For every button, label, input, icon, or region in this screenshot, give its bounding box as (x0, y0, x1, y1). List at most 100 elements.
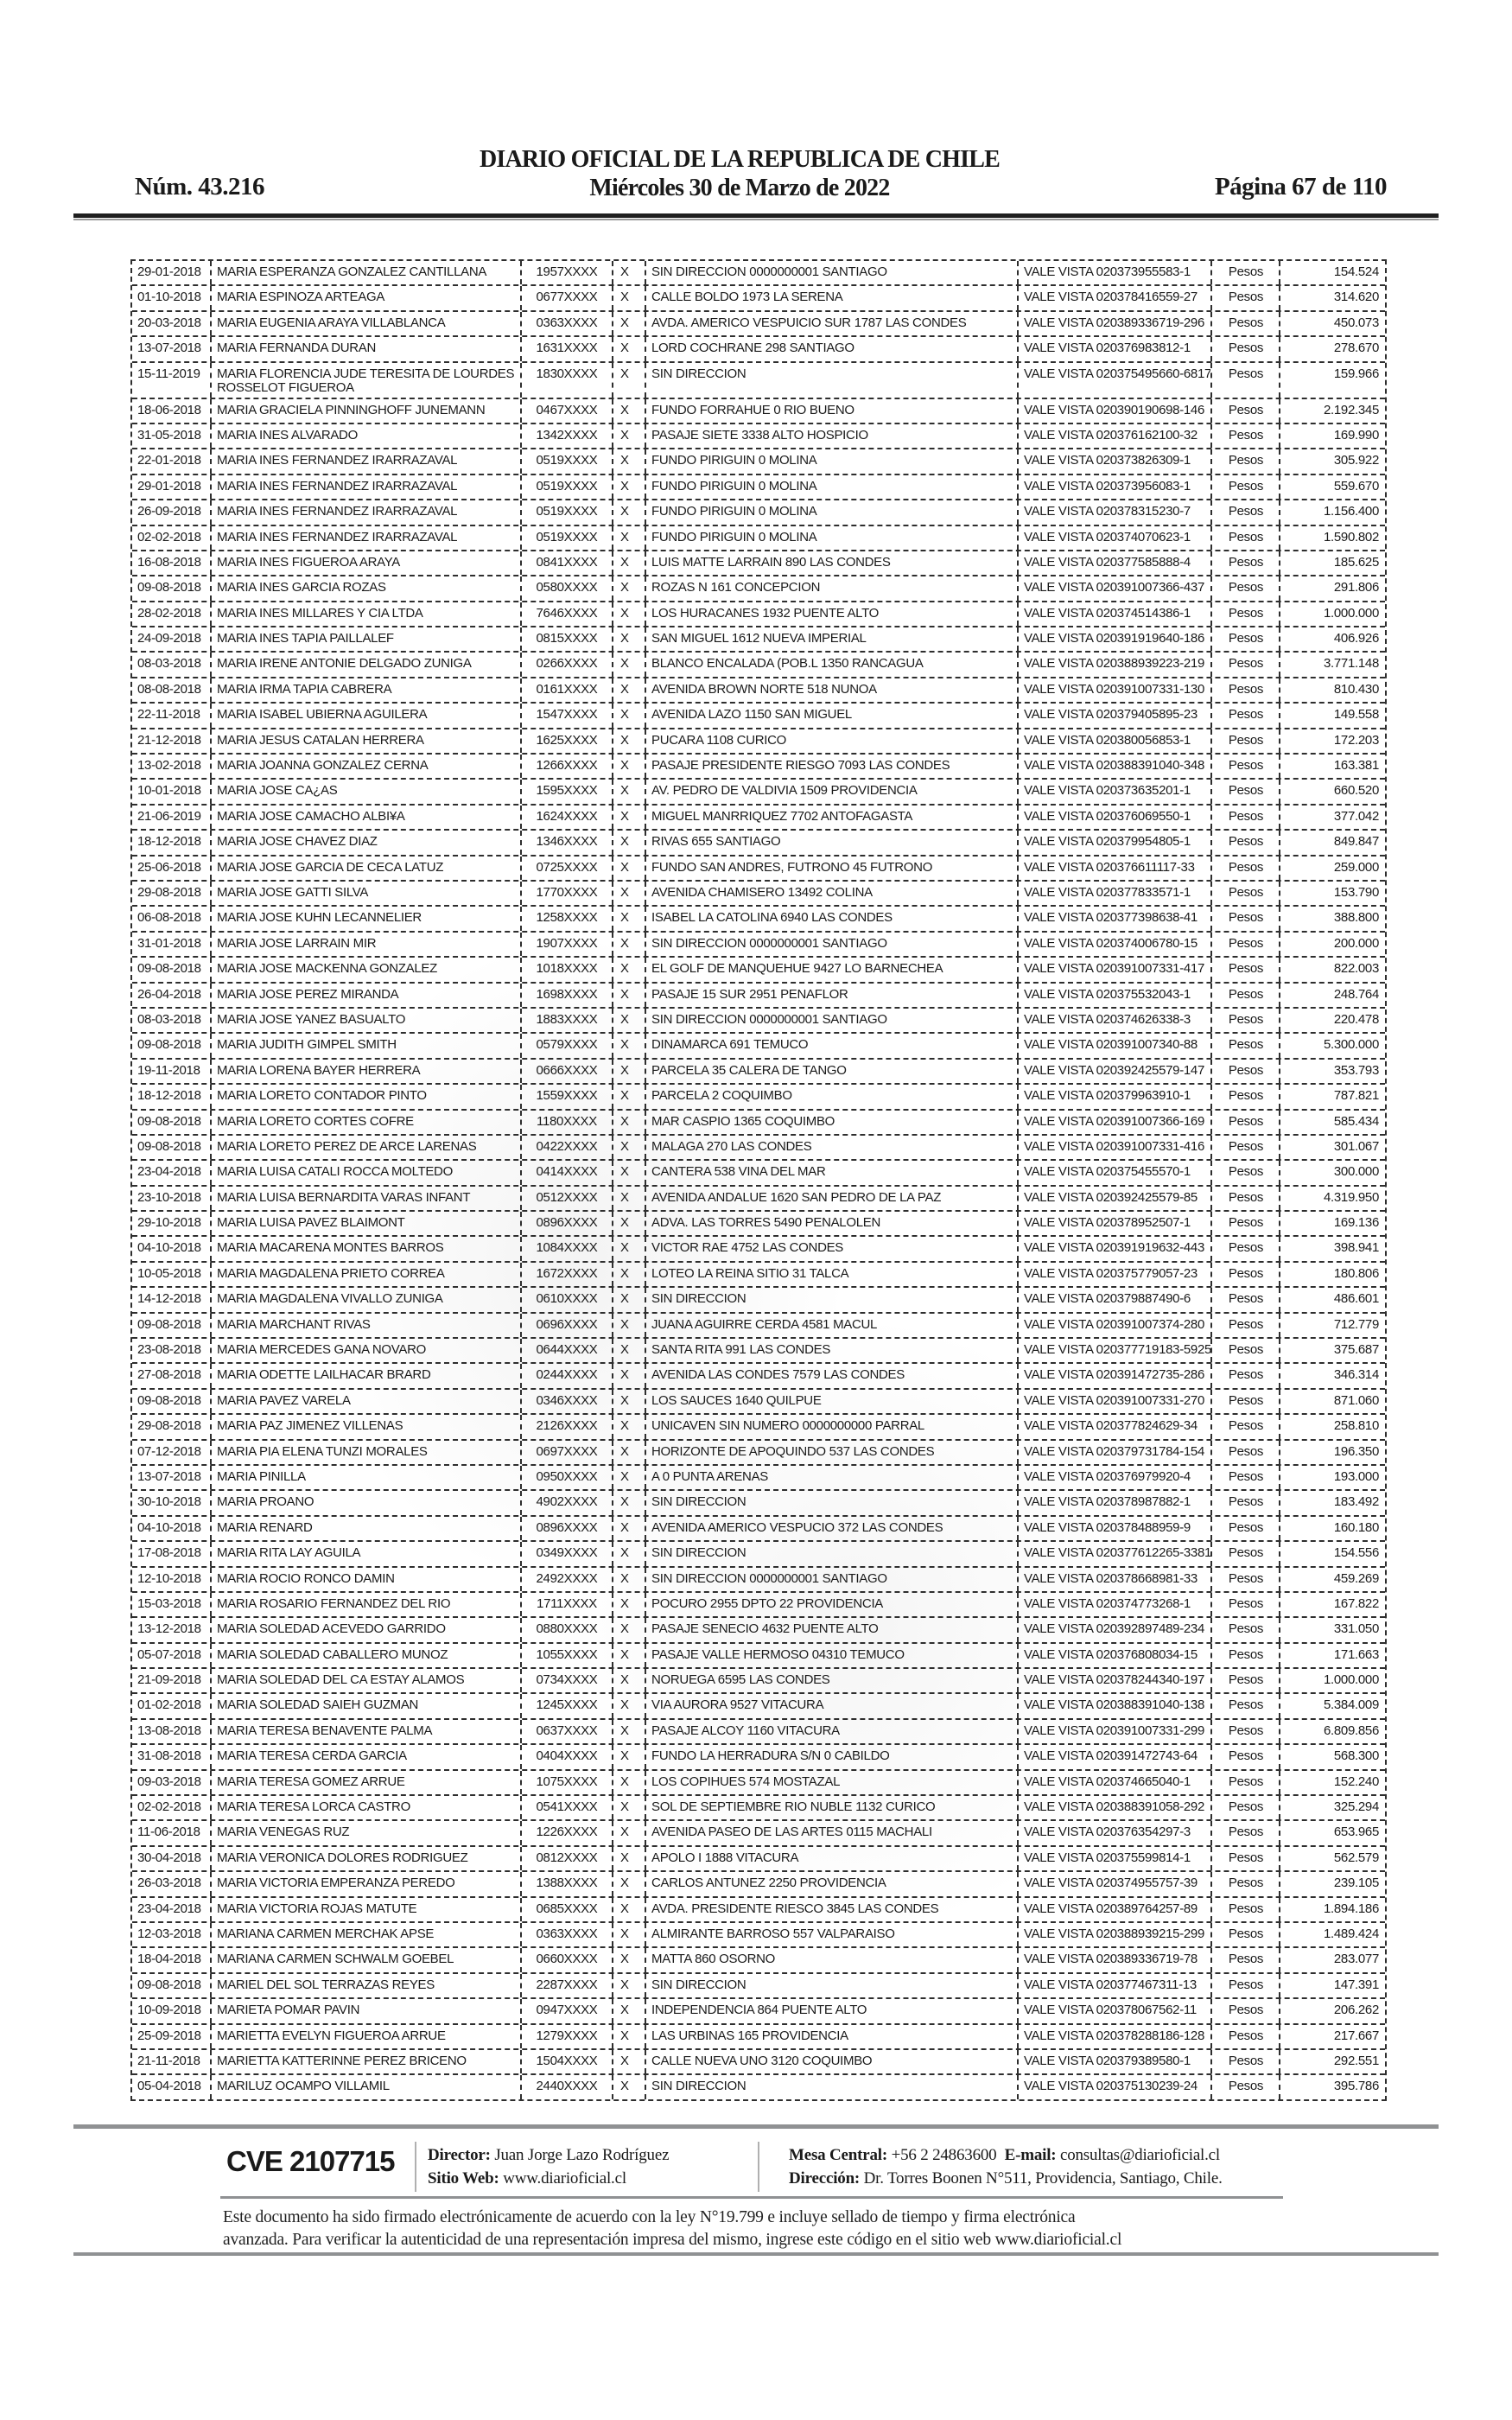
cell-name: MARIA VERONICA DOLORES RODRIGUEZ (212, 1846, 522, 1871)
cell-amount: 450.073 (1333, 315, 1379, 330)
email-value: consultas@diarioficial.cl (1059, 2146, 1220, 2164)
cell-address: POCURO 2955 DPTO 22 PROVIDENCIA (646, 1592, 1019, 1617)
director-block: Director: Juan Jorge Lazo Rodríguez Siti… (428, 2143, 670, 2190)
cell-check-mark: X (613, 653, 646, 677)
cell-name: MARIETTA KATTERINNE PEREZ BRICENO (212, 2049, 522, 2074)
cell-vale-vista: VALE VISTA 020377398638-41 (1019, 907, 1212, 931)
cell-vale-vista: VALE VISTA 020391007366-169 (1019, 1110, 1212, 1134)
cell-currency: Pesos (1212, 1339, 1280, 1363)
flag-blue-segment (225, 2256, 314, 2266)
table-row: 09-08-2018 MARIA MARCHANT RIVAS 0696XXXX X J… (132, 1313, 1385, 1340)
cell-name: MARIA JOSE LARRAIN MIR (212, 932, 522, 957)
table-row: 31-01-2018 MARIA JOSE LARRAIN MIR 1907XXXX… (132, 932, 1385, 958)
cell-date: 18-12-2018 (132, 1085, 212, 1109)
table-row: 23-04-2018 MARIA LUISA CATALI ROCCA MOLTE… (132, 1161, 1385, 1187)
cell-check-mark: X (613, 1364, 646, 1388)
cell-date: 18-06-2018 (132, 398, 212, 423)
cell-check-mark: X (613, 551, 646, 576)
cell-amount: 712.779 (1333, 1316, 1379, 1332)
cell-check-mark: X (613, 602, 646, 627)
cell-currency: Pesos (1212, 1516, 1280, 1541)
cell-currency: Pesos (1212, 398, 1280, 423)
cell-currency: Pesos (1212, 1821, 1280, 1845)
cell-amount: 562.579 (1333, 1850, 1379, 1865)
cell-address: SIN DIRECCION (646, 1973, 1019, 1998)
cell-name: MARIA FLORENCIA JUDE TERESITA DE LOURDES… (212, 362, 522, 398)
cell-amount: 559.670 (1333, 478, 1379, 494)
cell-check-mark: X (613, 337, 646, 361)
cell-check-mark: X (613, 1745, 646, 1769)
table-row: 06-08-2018 MARIA JOSE KUHN LECANNELIER 125… (132, 907, 1385, 933)
cell-name: MARIA JOSE MACKENNA GONZALEZ (212, 958, 522, 982)
cell-amount: 3.771.148 (1323, 656, 1379, 672)
cell-amount: 183.492 (1333, 1494, 1379, 1510)
cell-name: MARIA LORENA BAYER HERRERA (212, 1059, 522, 1084)
cell-amount: 159.966 (1333, 366, 1379, 381)
table-row: 04-10-2018 MARIA RENARD 0896XXXX X AVENIDA A… (132, 1516, 1385, 1543)
cell-amount: 149.558 (1333, 707, 1379, 723)
table-row: 20-03-2018 MARIA EUGENIA ARAYA VILLABLANC… (132, 311, 1385, 338)
cell-name: MARIA MACARENA MONTES BARROS (212, 1237, 522, 1261)
cell-check-mark: X (613, 729, 646, 754)
cell-id: 4902XXXX (522, 1491, 613, 1515)
cell-date: 13-07-2018 (132, 1465, 212, 1490)
cell-check-mark: X (613, 1669, 646, 1693)
cell-vale-vista: VALE VISTA 020389764257-89 (1019, 1897, 1212, 1921)
cell-name: MARIA JOANNA GONZALEZ CERNA (212, 755, 522, 779)
cell-address: PUCARA 1108 CURICO (646, 729, 1019, 754)
cell-name: MARIA LORETO PEREZ DE ARCE LARENAS (212, 1135, 522, 1160)
cell-check-mark: X (613, 958, 646, 982)
cell-date: 29-10-2018 (132, 1212, 212, 1236)
cell-currency: Pesos (1212, 1212, 1280, 1236)
flag-red-segment (314, 2256, 404, 2266)
cell-id: 1075XXXX (522, 1770, 613, 1795)
cell-amount: 147.391 (1333, 1977, 1379, 1992)
cell-id: 1672XXXX (522, 1262, 613, 1287)
cell-name: MARIA MAGDALENA VIVALLO ZUNIGA (212, 1288, 522, 1312)
cell-amount: 5.300.000 (1323, 1037, 1379, 1053)
cell-name: MARIA PINILLA (212, 1465, 522, 1490)
cell-vale-vista: VALE VISTA 020379954805-1 (1019, 831, 1212, 855)
cell-check-mark: X (613, 678, 646, 703)
cell-name: MARIA VENEGAS RUZ (212, 1821, 522, 1845)
cell-name: MARIA INES GARCIA ROZAS (212, 576, 522, 601)
cell-address: AVENIDA PASEO DE LAS ARTES 0115 MACHALI (646, 1821, 1019, 1845)
cell-check-mark: X (613, 1008, 646, 1033)
cell-check-mark: X (613, 1948, 646, 1972)
cell-address: FUNDO PIRIGUIN 0 MOLINA (646, 525, 1019, 550)
cell-check-mark: X (613, 1567, 646, 1591)
cell-id: 1711XXXX (522, 1592, 613, 1617)
cell-vale-vista: VALE VISTA 020392425579-85 (1019, 1186, 1212, 1211)
cell-address: MIGUEL MANRRIQUEZ 7702 ANTOFAGASTA (646, 805, 1019, 830)
cell-vale-vista: VALE VISTA 020378244340-197 (1019, 1669, 1212, 1693)
cell-check-mark: X (613, 1796, 646, 1820)
cell-currency: Pesos (1212, 805, 1280, 830)
cell-vale-vista: VALE VISTA 020392425579-147 (1019, 1059, 1212, 1084)
cell-currency: Pesos (1212, 831, 1280, 855)
cell-check-mark: X (613, 1770, 646, 1795)
cell-id: 0880XXXX (522, 1618, 613, 1642)
cell-amount: 193.000 (1333, 1468, 1379, 1484)
cell-vale-vista: VALE VISTA 020375599814-1 (1019, 1846, 1212, 1871)
cell-currency: Pesos (1212, 780, 1280, 804)
cell-id: 1084XXXX (522, 1237, 613, 1261)
cell-currency: Pesos (1212, 1135, 1280, 1160)
footer-bottom-rule (73, 2252, 1439, 2256)
cell-check-mark: X (613, 398, 646, 423)
table-row: 10-05-2018 MARIA MAGDALENA PRIETO CORREA 1… (132, 1262, 1385, 1289)
direccion-value: Dr. Torres Boonen N°511, Providencia, Sa… (863, 2169, 1223, 2188)
cell-check-mark: X (613, 576, 646, 601)
cell-check-mark: X (613, 1313, 646, 1338)
table-row: 21-11-2018 MARIETTA KATTERINNE PEREZ BRIC… (132, 2049, 1385, 2076)
cell-amount: 171.663 (1333, 1646, 1379, 1662)
cell-date: 21-11-2018 (132, 2049, 212, 2074)
cell-id: 1547XXXX (522, 704, 613, 728)
cell-id: 0414XXXX (522, 1161, 613, 1185)
cell-address: DINAMARCA 691 TEMUCO (646, 1034, 1019, 1058)
cell-date: 09-08-2018 (132, 1389, 212, 1414)
cell-address: A 0 PUNTA ARENAS (646, 1465, 1019, 1490)
cell-address: LOS SAUCES 1640 QUILPUE (646, 1389, 1019, 1414)
table-row: 31-08-2018 MARIA TERESA CERDA GARCIA 0404X… (132, 1745, 1385, 1771)
cell-id: 0610XXXX (522, 1288, 613, 1312)
cell-id: 1245XXXX (522, 1694, 613, 1718)
